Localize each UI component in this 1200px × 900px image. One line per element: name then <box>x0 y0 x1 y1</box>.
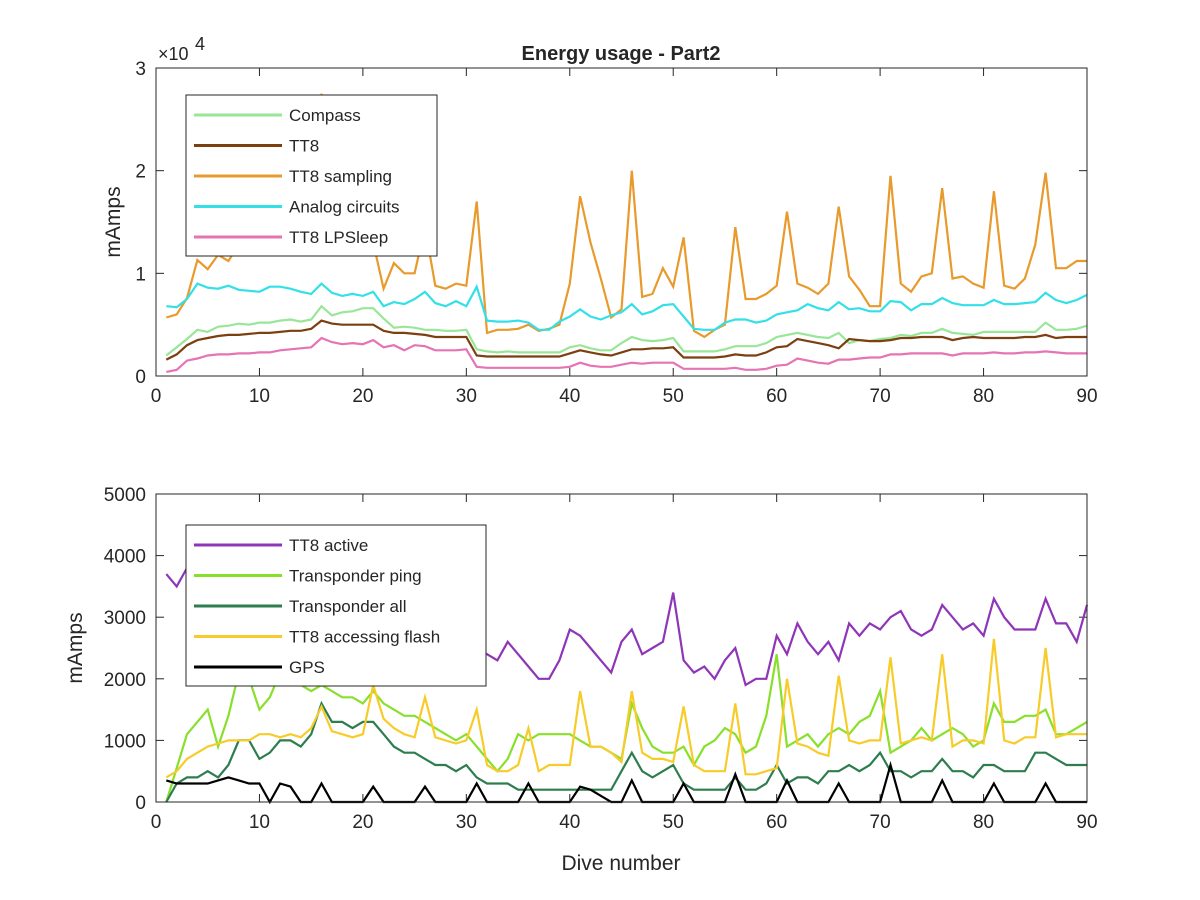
top-y-tick-label: 1 <box>135 264 146 285</box>
bottom-plot-frame <box>155 493 1088 803</box>
series-line-gps <box>165 760 1087 805</box>
bottom-y-tick-label: 0 <box>135 793 146 814</box>
legend-label-tt8-lpsleep: TT8 LPSleep <box>289 228 388 247</box>
legend-label-transponder-ping: Transponder ping <box>289 567 422 586</box>
top-x-tick-label: 10 <box>249 386 270 407</box>
top-y-multiplier-base: ×10 <box>158 44 189 64</box>
top-x-tick-label: 30 <box>456 386 477 407</box>
legend-label-analog-circuits: Analog circuits <box>289 198 400 217</box>
top-x-tick-label: 40 <box>559 386 580 407</box>
bottom-panel: 0 10 20 30 40 50 60 70 80 90 0 1000 2000 3000 4000 5000… <box>64 485 1098 875</box>
legend-label-transponder-all: Transponder all <box>289 597 407 616</box>
top-x-tick-label: 80 <box>973 386 994 407</box>
top-x-tick-label: 50 <box>663 386 684 407</box>
top-x-tick-label: 70 <box>870 386 891 407</box>
top-y-tick-label: 0 <box>135 367 146 388</box>
bottom-y-tick-label: 2000 <box>104 670 146 691</box>
legend-label-tt8-active: TT8 active <box>289 536 368 555</box>
bottom-x-tick-label: 80 <box>973 812 994 833</box>
bottom-x-tick-label: 60 <box>766 812 787 833</box>
top-panel: 0 10 20 30 40 50 60 70 80 90 0 1 2 3 Energy usage - P… <box>102 34 1098 407</box>
series-line-analog-circuits <box>166 282 1088 331</box>
top-x-tick-label: 60 <box>766 386 787 407</box>
series-line-tt8-lpsleep <box>166 336 1087 373</box>
series-line-tt8-accessing-flash <box>165 638 1087 779</box>
top-y-multiplier-exponent: 4 <box>195 34 205 54</box>
x-axis-label: Dive number <box>561 852 680 875</box>
top-legend: Compass TT8 TT8 sampling Analog circuits TT8… <box>185 94 438 257</box>
top-axis-ticks: 0 10 20 30 40 50 60 70 80 90 0 1 2 3 <box>135 59 1097 407</box>
bottom-y-tick-label: 4000 <box>104 547 146 568</box>
top-y-tick-label: 3 <box>135 59 146 80</box>
top-plot-frame <box>155 67 1088 377</box>
bottom-x-tick-label: 50 <box>663 812 684 833</box>
bottom-y-axis-label: mAmps <box>64 612 87 683</box>
top-x-tick-label: 20 <box>352 386 373 407</box>
chart-title: Energy usage - Part2 <box>522 43 721 65</box>
legend-label-tt8-accessing-flash: TT8 accessing flash <box>289 628 440 647</box>
bottom-x-tick-label: 70 <box>870 812 891 833</box>
top-y-axis-label: mAmps <box>102 186 125 257</box>
top-series-lines <box>165 93 1088 373</box>
bottom-legend: TT8 active Transponder ping Transponder al… <box>185 524 487 687</box>
bottom-y-tick-label: 5000 <box>104 485 146 506</box>
bottom-x-tick-label: 90 <box>1076 812 1097 833</box>
bottom-x-tick-label: 0 <box>151 812 162 833</box>
bottom-x-tick-label: 30 <box>456 812 477 833</box>
legend-label-tt8: TT8 <box>289 137 319 156</box>
bottom-y-tick-label: 3000 <box>104 608 146 629</box>
top-y-tick-label: 2 <box>135 162 146 183</box>
series-line-tt8 <box>165 319 1087 361</box>
bottom-x-tick-label: 40 <box>559 812 580 833</box>
legend-label-compass: Compass <box>289 106 361 125</box>
top-x-tick-label: 90 <box>1076 386 1097 407</box>
bottom-x-tick-label: 20 <box>352 812 373 833</box>
bottom-y-tick-label: 1000 <box>104 731 146 752</box>
legend-label-tt8-sampling: TT8 sampling <box>289 167 392 186</box>
top-x-tick-label: 0 <box>151 386 162 407</box>
legend-label-gps: GPS <box>289 658 325 677</box>
series-line-compass <box>165 304 1088 357</box>
bottom-x-tick-label: 10 <box>249 812 270 833</box>
